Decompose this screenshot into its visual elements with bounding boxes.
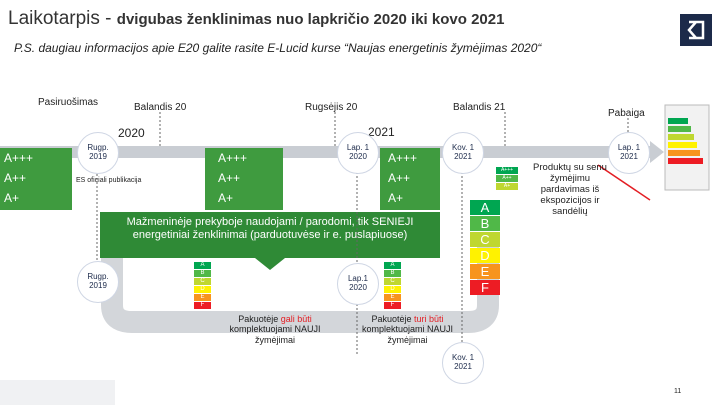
phase-label: Rugsėjis 20 bbox=[305, 102, 358, 113]
year-label: 2020 bbox=[118, 126, 145, 140]
old-class-chip: A+++ bbox=[496, 167, 518, 174]
date-circle: Lap. 1 2021 bbox=[608, 132, 650, 174]
new-class-chip: B bbox=[194, 270, 211, 277]
new-class-chip: E bbox=[384, 294, 401, 301]
phase-label: Balandis 21 bbox=[453, 102, 506, 113]
date-text: 2021 bbox=[454, 362, 472, 371]
date-circle: Rugp. 2019 bbox=[77, 132, 119, 174]
new-class-chip: A bbox=[470, 200, 500, 215]
date-circle: Kov. 1 2021 bbox=[442, 132, 484, 174]
date-text: 2020 bbox=[349, 283, 367, 292]
may-note: Pakuotėje gali būti komplektuojami NAUJI… bbox=[229, 314, 321, 345]
old-class-label: A+++ bbox=[388, 151, 418, 165]
new-class-chip: A bbox=[194, 262, 211, 269]
old-label-block bbox=[205, 148, 283, 210]
new-class-chip: C bbox=[470, 232, 500, 247]
old-class-label: A+++ bbox=[4, 151, 34, 165]
old-class-label: A+ bbox=[388, 191, 404, 205]
retail-box bbox=[100, 212, 440, 270]
date-text: Lap.1 bbox=[347, 274, 369, 284]
logo-mark bbox=[687, 20, 705, 40]
must-note: Pakuotėje turi būti komplektuojami NAUJI… bbox=[361, 314, 454, 345]
new-class-chip: D bbox=[194, 286, 211, 293]
old-class-chip: A+ bbox=[496, 183, 518, 190]
title: Laikotarpis - dvigubas ženklinimas nuo l… bbox=[8, 8, 505, 29]
date-circle: Rugp. 2019 bbox=[77, 261, 119, 303]
logo bbox=[680, 14, 712, 46]
date-text: Lap. 1 bbox=[346, 143, 370, 153]
subtitle: P.S. daugiau informacijos apie E20 galit… bbox=[14, 41, 542, 55]
old-class-label: A+ bbox=[218, 191, 234, 205]
publication-note: ES oficiali publikacija bbox=[76, 177, 142, 184]
date-text: Lap. 1 bbox=[617, 143, 641, 153]
date-text: Rugp. bbox=[87, 272, 109, 282]
phase-label: Pasiruošimas bbox=[38, 97, 99, 108]
period-band bbox=[101, 245, 499, 333]
sell-off-note: Produktų su senu žymėjimu pardavimas iš … bbox=[533, 162, 607, 217]
year-label: 2021 bbox=[368, 125, 395, 139]
date-circle: Lap.1 2020 bbox=[337, 263, 379, 305]
new-class-chip: C bbox=[194, 278, 211, 285]
old-class-label: A++ bbox=[388, 171, 411, 185]
date-circle: Lap. 1 2020 bbox=[337, 132, 379, 174]
footer-box bbox=[0, 380, 115, 405]
date-text: 2021 bbox=[620, 152, 638, 161]
label-image-bars bbox=[668, 118, 703, 164]
new-class-chip: A bbox=[384, 262, 401, 269]
old-class-label: A++ bbox=[4, 171, 27, 185]
page-number: 11 bbox=[674, 388, 682, 395]
old-class-label: A++ bbox=[218, 171, 241, 185]
date-text: Rugp. bbox=[87, 143, 109, 153]
new-class-chip: C bbox=[384, 278, 401, 285]
old-class-label: A+++ bbox=[218, 151, 248, 165]
new-class-chip: B bbox=[384, 270, 401, 277]
new-class-chip: D bbox=[384, 286, 401, 293]
strike-line bbox=[597, 164, 651, 201]
date-circle: Kov. 1 2021 bbox=[442, 342, 484, 384]
retail-note: Mažmeninėje prekyboje naudojami / parodo… bbox=[126, 216, 414, 241]
date-text: 2019 bbox=[89, 152, 107, 161]
old-class-label: A+ bbox=[4, 191, 20, 205]
old-label-block bbox=[0, 148, 72, 210]
new-class-chip: B bbox=[470, 216, 500, 231]
old-class-chip: A++ bbox=[496, 175, 518, 182]
phase-label: Balandis 20 bbox=[134, 102, 187, 113]
new-class-chip: E bbox=[470, 264, 500, 279]
date-text: Kov. 1 bbox=[451, 353, 475, 363]
new-class-chip: F bbox=[384, 302, 401, 309]
new-class-chip: E bbox=[194, 294, 211, 301]
date-text: 2021 bbox=[454, 152, 472, 161]
new-class-chip: F bbox=[194, 302, 211, 309]
date-text: Kov. 1 bbox=[451, 143, 475, 153]
phase-dividers bbox=[96, 112, 629, 355]
old-label-block bbox=[380, 148, 440, 210]
new-class-chip: D bbox=[470, 248, 500, 263]
new-class-chip: F bbox=[470, 280, 500, 295]
phase-label: Pabaiga bbox=[608, 108, 645, 119]
date-text: 2020 bbox=[349, 152, 367, 161]
date-text: 2019 bbox=[89, 281, 107, 290]
timeline-arrow bbox=[0, 141, 664, 163]
